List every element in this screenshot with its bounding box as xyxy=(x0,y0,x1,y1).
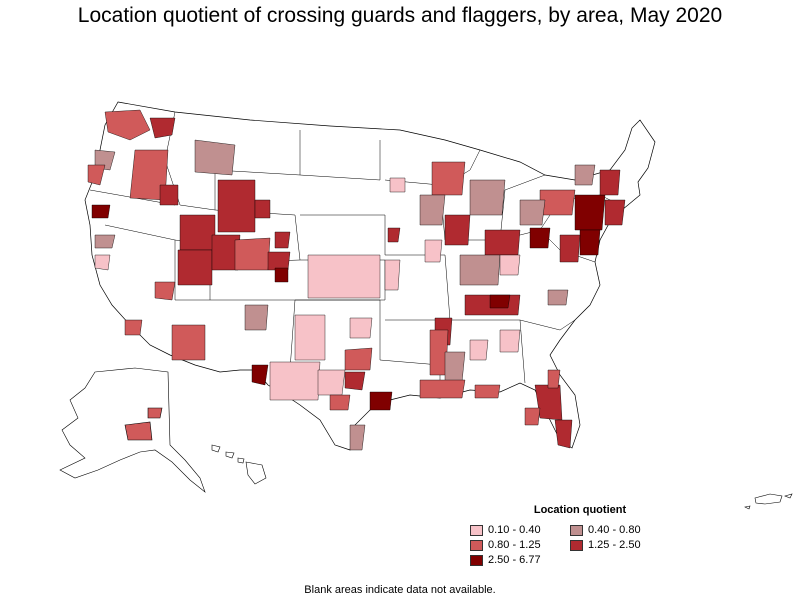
legend-swatch xyxy=(570,539,583,551)
legend-item-0-10-0-40: 0.10 - 0.40 xyxy=(470,524,570,536)
legend-label: 0.80 - 1.25 xyxy=(488,539,541,551)
legend-swatch xyxy=(470,539,483,551)
legend-swatch xyxy=(470,524,483,536)
legend-swatch xyxy=(470,554,483,566)
legend-label: 0.10 - 0.40 xyxy=(488,524,541,536)
legend-label: 1.25 - 2.50 xyxy=(588,539,641,551)
legend: Location quotient 0.10 - 0.40 0.40 - 0.8… xyxy=(470,504,680,566)
legend-swatch xyxy=(570,524,583,536)
legend-item-2-50-6-77: 2.50 - 6.77 xyxy=(470,554,570,566)
legend-item-1-25-2-50: 1.25 - 2.50 xyxy=(570,539,670,551)
legend-title: Location quotient xyxy=(533,504,627,516)
footnote: Blank areas indicate data not available. xyxy=(304,584,496,596)
legend-item-0-80-1-25: 0.80 - 1.25 xyxy=(470,539,570,551)
alaska xyxy=(59,367,206,493)
puerto-rico xyxy=(744,493,793,510)
legend-item-0-40-0-80: 0.40 - 0.80 xyxy=(570,524,670,536)
hawaii xyxy=(211,444,267,485)
legend-label: 2.50 - 6.77 xyxy=(488,554,541,566)
legend-label: 0.40 - 0.80 xyxy=(588,524,641,536)
map-title: Location quotient of crossing guards and… xyxy=(77,4,723,27)
